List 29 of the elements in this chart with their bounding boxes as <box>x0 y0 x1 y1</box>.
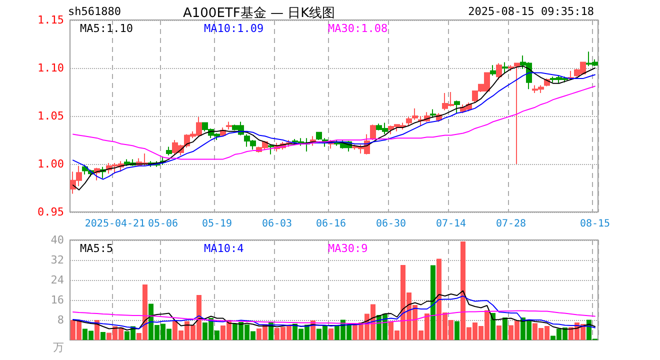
y-tick-label: 40 <box>50 234 64 246</box>
y-tick-label: 8 <box>57 314 64 326</box>
x-tick-label: 05-06 <box>148 218 178 230</box>
y-tick-label: 24 <box>50 274 64 286</box>
y-tick-label: 1.00 <box>38 158 64 170</box>
x-tick-label: 08-15 <box>580 218 610 230</box>
y-tick-label: 32 <box>50 254 64 266</box>
text: MA30:9 <box>328 242 368 255</box>
chart-title: A100ETF基金 — 日K线图 <box>183 6 336 21</box>
x-tick-label: 06-03 <box>262 218 292 230</box>
x-tick-label: 07-28 <box>496 218 526 230</box>
text: MA30:1.08 <box>328 22 388 35</box>
x-tick-label: 06-16 <box>316 218 346 230</box>
x-tick-label: 2025-04-21 <box>84 218 146 230</box>
text: sh561880 <box>68 5 121 18</box>
y-tick-label: 1.15 <box>38 14 64 26</box>
y-tick-label: 16 <box>50 294 64 306</box>
text: MA5:5 <box>80 242 114 255</box>
y-tick-label: 1.10 <box>38 62 64 74</box>
x-tick-label: 05-19 <box>202 218 232 230</box>
text: MA5:1.10 <box>80 22 133 35</box>
y-tick-label: 0.95 <box>38 206 64 218</box>
text: 2025-08-15 09:35:18 <box>468 5 594 18</box>
x-tick-label: 07-14 <box>436 218 466 230</box>
text: MA10:4 <box>204 242 244 255</box>
y-tick-label: 1.05 <box>38 110 64 122</box>
y-axis-title: 万 <box>53 341 64 354</box>
text: MA10:1.09 <box>204 22 264 35</box>
x-tick-label: 06-30 <box>376 218 406 230</box>
